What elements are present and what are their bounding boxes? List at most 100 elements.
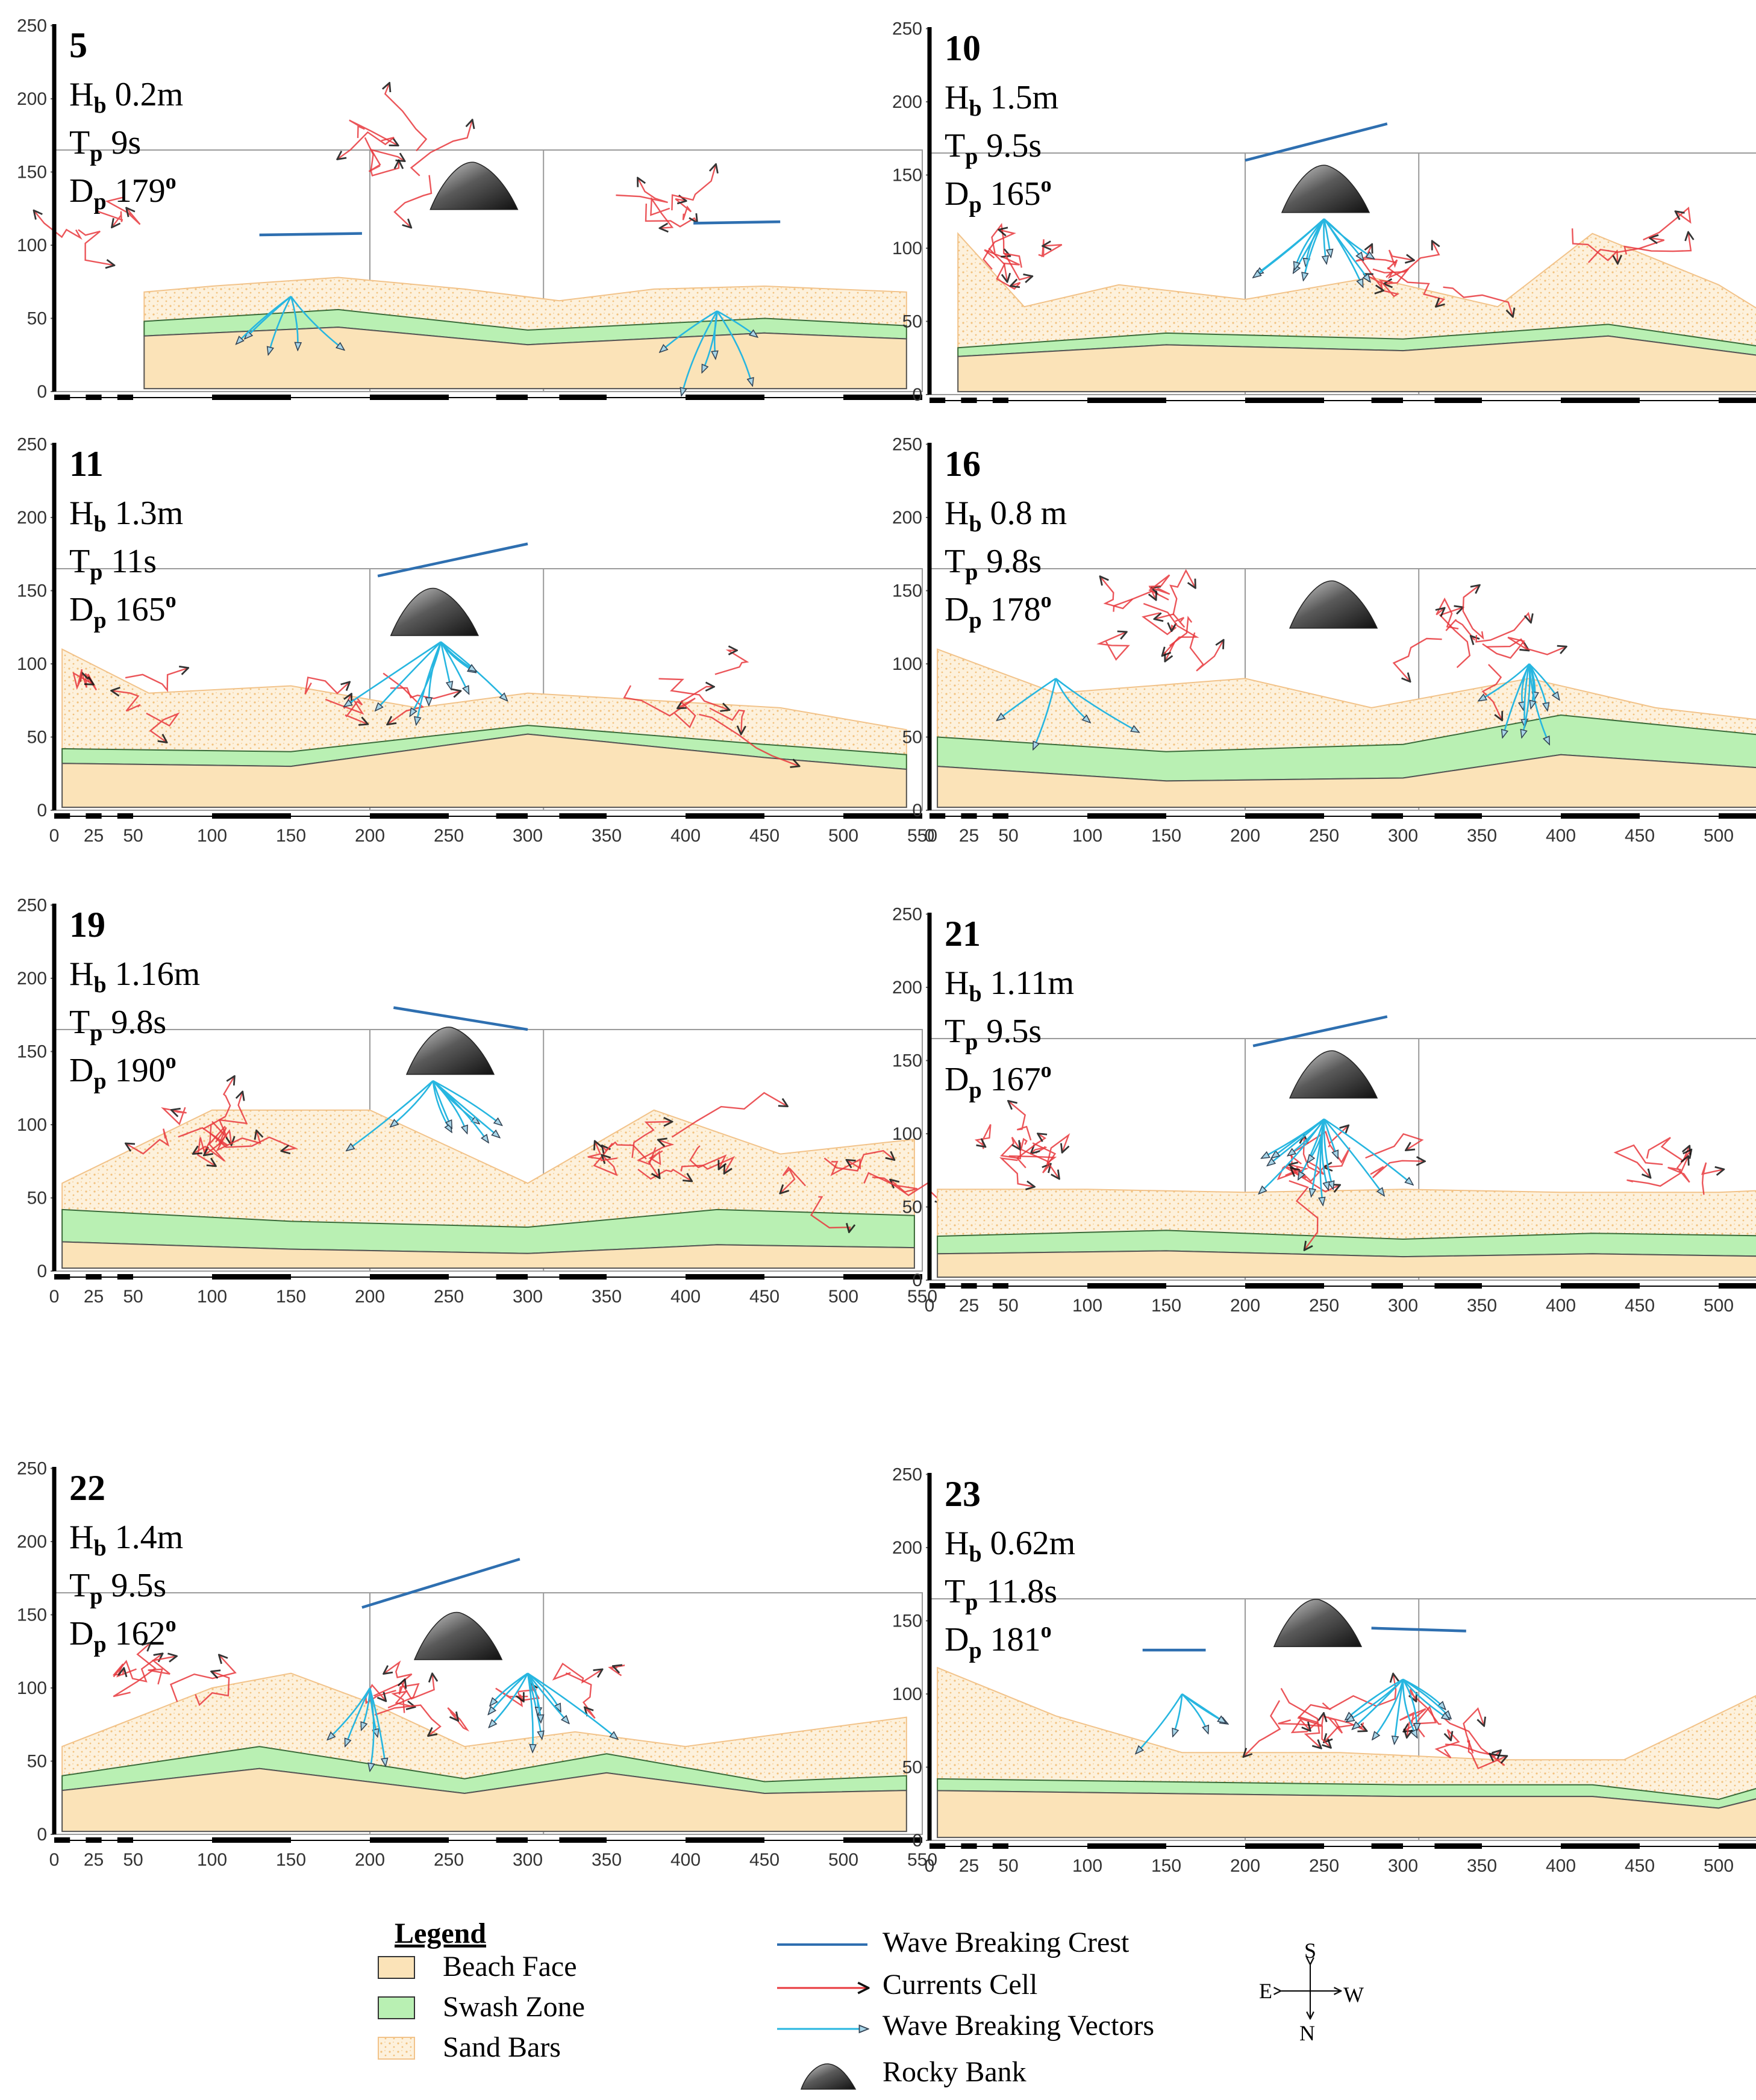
wave-breaking-vector [489, 1672, 528, 1714]
current-cell-line [1486, 638, 1566, 655]
y-tick-label: 150 [892, 1051, 922, 1071]
x-scale-segment [1719, 1843, 1756, 1849]
wave-breaking-vector [440, 642, 451, 689]
current-cell-line [1623, 233, 1691, 255]
x-tick-label: 200 [1230, 826, 1260, 846]
y-tick-label: 100 [892, 1684, 922, 1704]
x-scale-segment [930, 398, 946, 403]
wave-breaking-vector [526, 1672, 569, 1723]
y-tick-label: 50 [902, 1758, 922, 1778]
x-scale-segment [1245, 398, 1324, 403]
current-cell-line [863, 1172, 918, 1193]
current-cell-line [608, 1665, 625, 1677]
current-cell-line [1020, 1137, 1059, 1178]
x-tick-label: 100 [1072, 826, 1102, 846]
current-cell-line [338, 131, 395, 159]
wave-breaking-vector [716, 310, 752, 385]
x-tick-label: 0 [925, 1856, 935, 1876]
panel-11: 0 50 100 150 200 250 0 25 50 100 150 200 250 300 350 40… [17, 435, 937, 846]
current-cell-line [1038, 239, 1063, 258]
x-tick-label: 100 [197, 1287, 227, 1307]
current-cell-line [1643, 206, 1692, 241]
wave-breaking-vector [1323, 219, 1331, 257]
current-cell-line [1009, 1101, 1032, 1141]
current-cell-line [410, 120, 472, 177]
legend-rocky-bank-icon [800, 2063, 857, 2090]
current-cell-line [689, 1145, 727, 1169]
wave-breaking-vector [1323, 218, 1374, 258]
current-cell-line [1443, 286, 1513, 316]
rocky-bank-icon [405, 1027, 495, 1075]
wave-breaking-vector [1295, 218, 1325, 269]
wave-breaking-vector [1323, 1118, 1413, 1185]
x-tick-label: 0 [925, 1296, 935, 1316]
wave-breaking-vector [1528, 663, 1548, 710]
x-tick-label: 25 [959, 826, 979, 846]
current-cell-line [1482, 636, 1528, 659]
x-scale-segment [1561, 1843, 1640, 1849]
x-scale-segment [496, 1837, 528, 1843]
y-tick-label: 100 [17, 1115, 47, 1135]
wave-breaking-vector [1479, 663, 1530, 701]
current-cell-line [113, 1643, 157, 1698]
x-scale-segment [496, 813, 528, 819]
y-tick-label: 150 [892, 1611, 922, 1631]
x-scale-segment [117, 1837, 133, 1843]
x-tick-label: 350 [1467, 1296, 1497, 1316]
panel-number: 5 [69, 25, 87, 65]
current-cell-line [384, 1660, 413, 1683]
wave-breaking-vector [489, 1673, 529, 1727]
wave-breaking-vector [714, 311, 717, 358]
wave-breaking-vector [269, 296, 292, 354]
x-scale-segment [54, 1274, 70, 1280]
panel-number: 21 [945, 914, 981, 954]
x-tick-label: 150 [1151, 1296, 1181, 1316]
wave-breaking-crest [361, 1558, 520, 1609]
x-scale-segment [1245, 1283, 1324, 1289]
wave-breaking-vector [527, 1672, 617, 1739]
x-scale-segment [1719, 1283, 1756, 1289]
wave-breaking-vector [1323, 219, 1326, 263]
x-scale-segment [843, 1837, 922, 1843]
current-cell-line [1613, 1144, 1663, 1177]
current-cell-line [714, 651, 749, 675]
current-cell-line [823, 1150, 894, 1172]
x-scale-segment [930, 813, 946, 819]
x-scale-segment [1434, 1283, 1482, 1289]
current-cell-line [125, 668, 187, 692]
y-tick-label: 100 [17, 654, 47, 674]
current-cell-line [680, 1155, 736, 1173]
x-scale-segment [843, 395, 922, 400]
current-cell-line [161, 1107, 187, 1126]
rocky-bank-icon [413, 1611, 503, 1660]
wave-breaking-vector [1395, 1679, 1404, 1743]
x-tick-label: 50 [998, 1296, 1018, 1316]
current-cell-line [1392, 637, 1442, 681]
x-tick-label: 0 [49, 826, 60, 846]
current-cell-line [1096, 632, 1130, 661]
current-cell-line [810, 1196, 851, 1231]
current-cell-line [1701, 1162, 1723, 1195]
wave-breaking-vector [660, 310, 718, 352]
x-tick-label: 350 [1467, 826, 1497, 846]
current-cell-line [304, 677, 349, 695]
y-tick-label: 50 [902, 1198, 922, 1217]
x-scale-segment [1087, 1283, 1166, 1289]
current-cell-line [1380, 279, 1400, 298]
x-scale-segment [559, 395, 607, 400]
current-cell-line [1150, 574, 1170, 600]
current-cell-line [1372, 242, 1439, 273]
y-tick-label: 0 [37, 801, 47, 820]
x-scale-segment [370, 395, 449, 400]
current-cell-line [197, 1125, 216, 1166]
wave-breaking-vector [1402, 1679, 1417, 1731]
y-tick-label: 50 [27, 309, 47, 329]
wave-breaking-vector [290, 296, 298, 349]
x-tick-label: 400 [670, 1287, 701, 1307]
y-tick-label: 150 [892, 166, 922, 186]
current-cell-line [593, 1142, 618, 1177]
x-tick-label: 350 [1467, 1856, 1497, 1876]
current-cell-line [1290, 1716, 1319, 1734]
current-cell-line [387, 1680, 420, 1709]
current-cell-line [112, 1663, 137, 1678]
